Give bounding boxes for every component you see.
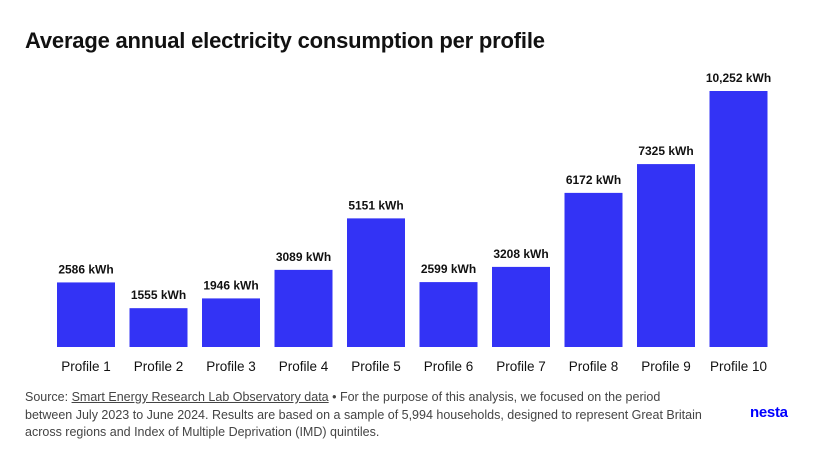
bar-profile-10 [709, 91, 768, 347]
bar-value-label: 2586 kWh [58, 262, 113, 276]
bar-value-label: 10,252 kWh [706, 71, 771, 85]
bar-profile-3 [202, 298, 260, 347]
bar-profile-1 [57, 282, 115, 347]
bar-value-label: 7325 kWh [638, 144, 693, 158]
x-tick-label: Profile 7 [496, 359, 546, 374]
bar-value-label: 3208 kWh [493, 247, 548, 261]
source-prefix: Source: [25, 390, 72, 404]
bar-profile-5 [347, 218, 405, 347]
x-tick-label: Profile 4 [279, 359, 329, 374]
source-note: Source: Smart Energy Research Lab Observ… [25, 389, 705, 442]
bar-profile-4 [274, 269, 333, 347]
x-tick-label: Profile 3 [206, 359, 256, 374]
bar-value-label: 1946 kWh [203, 278, 258, 292]
source-link[interactable]: Smart Energy Research Lab Observatory da… [71, 390, 329, 404]
bar-profile-6 [419, 282, 478, 347]
bar-profile-8 [564, 192, 623, 347]
x-tick-label: Profile 9 [641, 359, 691, 374]
x-tick-label: Profile 2 [134, 359, 184, 374]
bar-chart: 2586 kWh Profile 1 1555 kWh Profile 2 1946 k… [57, 71, 771, 374]
bar-value-label: 5151 kWh [348, 198, 403, 212]
nesta-logo: nesta [750, 404, 788, 421]
chart-title: Average annual electricity consumption p… [25, 28, 545, 53]
bar-value-label: 6172 kWh [566, 173, 621, 187]
x-tick-label: Profile 10 [710, 359, 767, 374]
bar-profile-7 [492, 266, 550, 347]
bar-profile-9 [637, 164, 695, 347]
bar-profile-2 [129, 308, 188, 347]
x-tick-label: Profile 5 [351, 359, 401, 374]
x-tick-label: Profile 8 [569, 359, 619, 374]
x-tick-label: Profile 1 [61, 359, 111, 374]
bar-value-label: 2599 kWh [421, 262, 476, 276]
x-tick-label: Profile 6 [424, 359, 474, 374]
note-text: • For the purpose of this analysis, we f… [25, 390, 702, 439]
bar-value-label: 1555 kWh [131, 288, 186, 302]
bar-value-label: 3089 kWh [276, 250, 331, 264]
